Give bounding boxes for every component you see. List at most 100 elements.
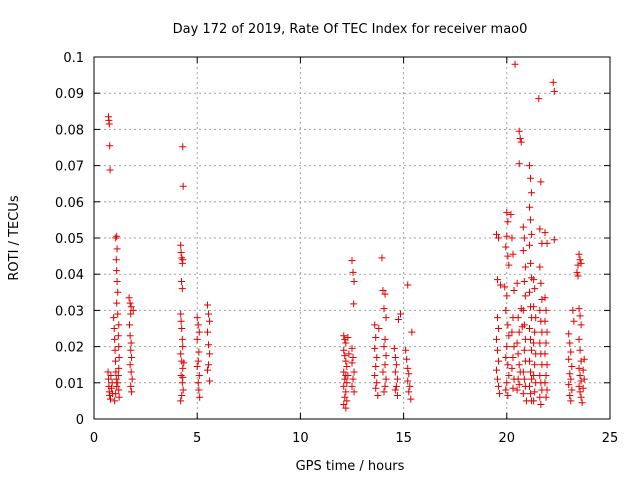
roti-data-point — [408, 328, 416, 336]
roti-data-point — [567, 397, 575, 405]
y-tick-label: 0.09 — [55, 87, 84, 102]
roti-data-point — [372, 334, 380, 342]
roti-data-point — [492, 230, 500, 238]
roti-data-point — [115, 393, 123, 401]
roti-data-point — [536, 393, 544, 401]
roti-data-point — [342, 339, 350, 347]
roti-data-point — [494, 346, 502, 354]
roti-data-point — [520, 234, 528, 242]
roti-data-point — [390, 344, 398, 352]
roti-data-point — [521, 292, 529, 300]
roti-data-point — [515, 381, 523, 389]
roti-data-point — [107, 372, 115, 380]
roti-data-point — [519, 368, 527, 376]
roti-data-point — [541, 350, 549, 358]
roti-data-point — [565, 330, 573, 338]
roti-data-point — [114, 372, 122, 380]
roti-data-point — [179, 364, 187, 372]
roti-data-point — [520, 321, 528, 329]
roti-data-point — [349, 375, 357, 383]
roti-data-point — [505, 261, 513, 269]
roti-data-point — [519, 390, 527, 398]
roti-data-point — [520, 346, 528, 354]
roti-data-point — [405, 370, 413, 378]
roti-data-point — [112, 375, 120, 383]
roti-data-point — [549, 78, 557, 86]
roti-data-point — [178, 285, 186, 293]
roti-data-point — [576, 346, 584, 354]
roti-data-point — [577, 357, 585, 365]
roti-data-point — [112, 390, 120, 398]
chart-title: Day 172 of 2019, Rate Of TEC Index for r… — [173, 22, 528, 37]
roti-data-point — [580, 375, 588, 383]
roti-data-point — [537, 178, 545, 186]
roti-data-point — [114, 379, 122, 387]
y-tick-label: 0.03 — [55, 304, 84, 319]
roti-data-point — [127, 346, 135, 354]
roti-data-point — [536, 225, 544, 233]
roti-data-point — [341, 375, 349, 383]
roti-data-point — [350, 388, 358, 396]
roti-data-point — [536, 339, 544, 347]
roti-data-point — [382, 314, 390, 322]
roti-data-point — [194, 321, 202, 329]
roti-data-point — [574, 272, 582, 280]
roti-data-point — [104, 368, 112, 376]
roti-data-point — [492, 366, 500, 374]
roti-data-point — [495, 357, 503, 365]
roti-data-point — [541, 294, 549, 302]
roti-data-point — [178, 325, 186, 332]
roti-data-point — [538, 296, 546, 304]
roti-data-point — [576, 388, 584, 396]
roti-data-point — [508, 364, 516, 372]
roti-data-point — [508, 328, 516, 336]
roti-data-point — [177, 397, 185, 405]
roti-data-point — [127, 303, 135, 311]
x-tick-label: 10 — [292, 431, 309, 446]
roti-data-point — [568, 386, 576, 394]
roti-data-point — [530, 372, 538, 380]
roti-data-point — [110, 325, 118, 332]
roti-data-point — [341, 393, 349, 401]
roti-data-point — [501, 283, 509, 291]
roti-data-point — [195, 348, 203, 356]
roti-data-point — [195, 328, 203, 336]
roti-data-point — [349, 353, 357, 361]
roti-data-point — [371, 372, 379, 380]
roti-data-point — [179, 182, 187, 190]
roti-data-point — [112, 234, 120, 242]
roti-data-point — [565, 355, 573, 363]
roti-data-point — [513, 339, 521, 347]
roti-data-point — [342, 388, 350, 396]
roti-data-point — [509, 250, 517, 258]
roti-data-point — [575, 250, 583, 258]
roti-data-point — [404, 377, 412, 385]
roti-data-point — [504, 252, 512, 260]
roti-data-point — [575, 364, 583, 372]
roti-data-point — [530, 303, 538, 311]
roti-data-point — [578, 399, 586, 407]
roti-data-point — [520, 277, 528, 285]
roti-data-point — [535, 95, 543, 103]
roti-data-point — [179, 256, 187, 264]
roti-data-point — [115, 353, 123, 361]
roti-data-point — [111, 346, 119, 354]
roti-data-point — [526, 203, 534, 211]
roti-data-point — [576, 312, 584, 320]
roti-data-point — [113, 277, 121, 285]
roti-data-point — [378, 254, 386, 262]
roti-data-point — [502, 306, 510, 314]
roti-data-point — [382, 352, 390, 360]
roti-data-point — [575, 382, 583, 390]
roti-data-point — [502, 243, 510, 251]
roti-data-point — [570, 317, 578, 325]
roti-data-point — [542, 393, 550, 401]
y-tick-label: 0.07 — [55, 160, 84, 175]
roti-data-point — [113, 299, 121, 307]
roti-data-point — [391, 386, 399, 394]
roti-data-point — [115, 386, 123, 394]
roti-data-point — [380, 343, 388, 351]
roti-data-point — [393, 375, 401, 383]
y-tick-label: 0.05 — [55, 232, 84, 247]
roti-data-point — [115, 364, 123, 372]
